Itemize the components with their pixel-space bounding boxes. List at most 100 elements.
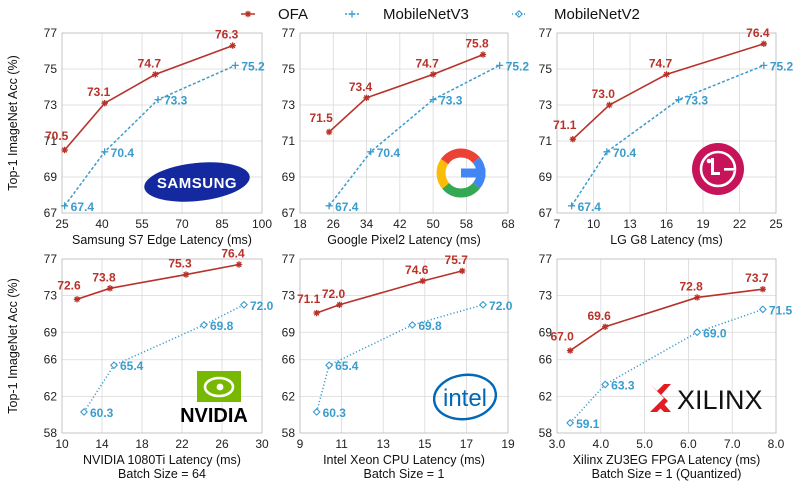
nvidia-logo-pupil xyxy=(216,383,224,391)
data-point xyxy=(419,277,426,285)
data-point xyxy=(603,148,611,156)
data-label: 73.8 xyxy=(92,270,116,284)
y-tick-label: 62 xyxy=(44,389,58,403)
x-tick-label: 22 xyxy=(733,217,747,231)
data-point xyxy=(367,148,375,156)
xilinx-logo-text: XILINX xyxy=(677,385,763,415)
chart-panel-6: 58 62 66 69 73 77 3.0 4.0 5.0 6.0 7.0 8.0 Xilinx ZU3… xyxy=(539,252,793,481)
data-point xyxy=(760,40,768,47)
data-label: 72.6 xyxy=(57,278,81,292)
data-point xyxy=(675,96,683,104)
data-label: 70.4 xyxy=(377,146,401,160)
y-tick-label: 69 xyxy=(44,170,58,184)
y-tick-label: 71 xyxy=(44,134,58,148)
y-tick-label: 77 xyxy=(282,26,296,40)
data-point xyxy=(325,361,334,370)
data-label: 69.8 xyxy=(210,319,234,333)
data-point xyxy=(200,320,208,329)
data-label: 74.7 xyxy=(415,56,439,70)
samsung-logo-ellipse xyxy=(144,162,250,202)
y-tick-label: 73 xyxy=(282,289,296,303)
legend: OFA MobileNetV3 MobileNetV2 xyxy=(241,6,640,23)
series-ofa: 67.0 69.6 72.8 73.7 xyxy=(550,271,769,354)
x-tick-label: 13 xyxy=(623,217,637,231)
data-point xyxy=(101,100,108,107)
data-point xyxy=(601,323,609,330)
y-tick-label: 69 xyxy=(282,325,296,339)
x-tick-label: 15 xyxy=(418,437,432,451)
data-label: 67.4 xyxy=(71,200,95,214)
data-label: 74.7 xyxy=(138,56,162,70)
data-label: 69.6 xyxy=(588,309,612,323)
y-tick-label: 69 xyxy=(282,170,296,184)
logo-intel: intel xyxy=(432,373,498,421)
x-tick-label: 34 xyxy=(360,217,374,231)
y-axis-label: Top-1 ImageNet Acc (%) xyxy=(6,278,20,413)
legend-item-ofa: OFA xyxy=(241,6,308,23)
y-tick-label: 66 xyxy=(539,353,553,367)
data-point xyxy=(152,71,159,78)
x-tick-label: 18 xyxy=(135,437,149,451)
y-tick-label: 75 xyxy=(539,62,553,76)
data-label: 70.5 xyxy=(45,129,69,143)
data-label: 71.5 xyxy=(769,303,793,317)
data-point xyxy=(61,146,68,154)
logo-lg xyxy=(692,143,744,195)
data-point xyxy=(154,96,162,104)
series-ofa: 71.1 73.0 74.7 76.4 xyxy=(553,26,770,143)
data-point xyxy=(759,286,767,293)
y-tick-label: 77 xyxy=(44,252,58,266)
y-tick-label: 69 xyxy=(539,325,553,339)
legend-label: OFA xyxy=(278,6,308,23)
data-point xyxy=(601,380,610,389)
y-axis-label: Top-1 ImageNet Acc (%) xyxy=(6,55,20,190)
lg-logo-dot xyxy=(706,158,712,164)
series-mobilenetv3: 67.4 70.4 73.3 75.2 xyxy=(568,59,794,214)
data-label: 73.0 xyxy=(592,87,616,101)
data-point xyxy=(313,309,320,317)
data-point xyxy=(61,202,69,210)
data-label: 70.4 xyxy=(613,146,637,160)
data-label: 69.8 xyxy=(418,319,442,333)
x-tick-label: 5.0 xyxy=(636,437,653,451)
google-logo-arc xyxy=(442,182,480,198)
x-tick-label: 100 xyxy=(252,217,272,231)
data-point xyxy=(569,136,577,143)
y-tick-label: 58 xyxy=(282,426,296,440)
y-tick-label: 69 xyxy=(44,325,58,339)
data-point xyxy=(693,294,701,301)
x-tick-label: 14 xyxy=(95,437,109,451)
x-tick-label: 50 xyxy=(426,217,440,231)
lg-logo-bar xyxy=(711,158,714,175)
nvidia-logo-text: NVIDIA xyxy=(180,405,248,427)
y-tick-label: 66 xyxy=(282,353,296,367)
data-label: 75.3 xyxy=(168,257,192,271)
series-line xyxy=(328,64,501,207)
y-tick-label: 67 xyxy=(282,206,296,220)
data-label: 65.4 xyxy=(120,359,144,373)
data-point xyxy=(182,271,190,278)
series-mobilenetv3: 67.4 70.4 73.3 75.2 xyxy=(61,59,265,214)
x-tick-label: 13 xyxy=(377,437,391,451)
data-point xyxy=(231,61,239,69)
data-point xyxy=(693,328,702,337)
legend-label: MobileNetV3 xyxy=(383,6,469,23)
x-tick-label: 19 xyxy=(696,217,710,231)
intel-logo-text: intel xyxy=(443,385,487,412)
plot-frame xyxy=(299,32,509,214)
series-mobilenetv2: 59.1 63.3 69.0 71.5 xyxy=(566,303,793,431)
series-line xyxy=(572,43,765,140)
series-line xyxy=(315,304,484,413)
plot-frame xyxy=(61,258,263,434)
google-logo-arc xyxy=(436,158,450,189)
data-point xyxy=(663,71,670,78)
data-label: 71.1 xyxy=(297,292,321,306)
series-mobilenetv2: 60.3 65.4 69.8 72.0 xyxy=(80,299,274,420)
y-tick-label: 71 xyxy=(282,134,296,148)
logo-samsung: SAMSUNG xyxy=(144,162,250,202)
series-line xyxy=(76,263,240,301)
series-ofa: 70.5 73.1 74.7 76.3 xyxy=(45,28,239,154)
data-point xyxy=(73,296,81,303)
logo-google xyxy=(436,148,486,198)
